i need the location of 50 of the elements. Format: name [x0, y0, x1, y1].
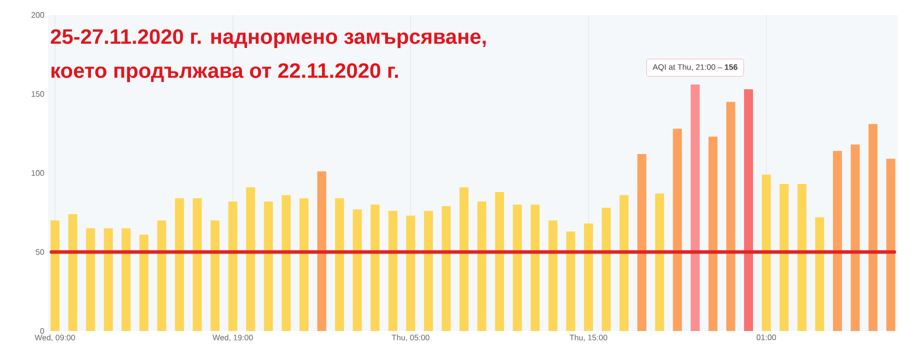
bar	[512, 204, 522, 331]
bar	[548, 220, 558, 331]
bar	[460, 187, 469, 331]
bar	[780, 184, 789, 331]
bar	[477, 201, 486, 331]
bar	[388, 210, 398, 331]
bar	[762, 174, 771, 331]
bar	[139, 234, 148, 331]
bar	[317, 171, 326, 331]
bar	[708, 136, 718, 331]
bar	[210, 220, 220, 331]
bar	[370, 204, 380, 331]
bar	[815, 217, 824, 331]
bar	[50, 220, 60, 331]
bar	[406, 216, 416, 331]
bar	[602, 208, 611, 331]
bar	[495, 192, 504, 331]
bar	[122, 228, 131, 331]
bar	[264, 201, 273, 331]
bar	[282, 195, 291, 331]
bar	[104, 228, 113, 331]
bar	[672, 128, 682, 331]
text: 25-27.11.2020 г. наднормено замърсяване,	[50, 29, 486, 48]
bar	[690, 84, 700, 331]
text: което продължава от 22.11.2020 г.	[52, 63, 398, 82]
bar	[246, 187, 256, 331]
bar	[655, 194, 664, 331]
bar	[424, 210, 433, 331]
bar	[442, 206, 451, 331]
bar	[174, 198, 184, 331]
bar	[68, 214, 78, 331]
bar	[192, 198, 202, 331]
bar	[850, 144, 860, 331]
bar	[868, 124, 878, 331]
bar	[637, 154, 646, 331]
bar	[299, 198, 308, 331]
bar	[86, 228, 96, 331]
bar	[157, 220, 166, 331]
bar	[797, 184, 806, 331]
bar	[566, 231, 576, 331]
bar	[620, 195, 629, 331]
bar	[886, 158, 896, 331]
bar	[228, 201, 238, 331]
bar	[744, 89, 754, 331]
bar	[584, 224, 593, 331]
bar	[352, 209, 362, 331]
bar	[726, 102, 736, 331]
bar	[832, 150, 842, 331]
bar	[530, 204, 540, 331]
bar	[335, 198, 344, 331]
